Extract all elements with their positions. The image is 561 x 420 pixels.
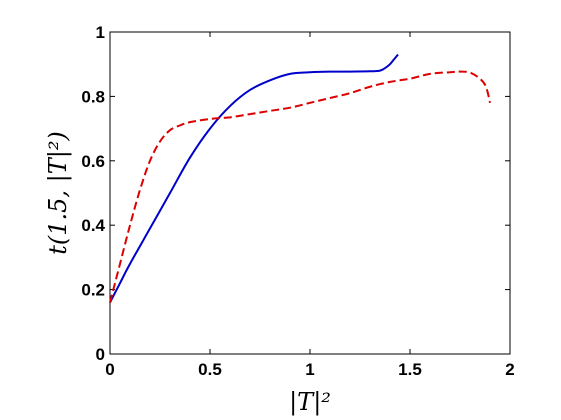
- y-tick-label: 0: [96, 345, 105, 364]
- y-tick-label: 0.6: [81, 152, 105, 171]
- series-2-line: [109, 70, 491, 303]
- x-tick-label: 1: [305, 360, 314, 379]
- x-tick-label: 1.5: [398, 360, 422, 379]
- axis-ticks: [109, 31, 511, 355]
- x-tick-label: 0: [105, 360, 114, 379]
- x-axis-label: |T|²: [289, 388, 331, 417]
- series-1-line: [109, 53, 399, 303]
- x-tick-label: 2: [505, 360, 514, 379]
- y-tick-label: 0.2: [81, 281, 105, 300]
- y-tick-label: 1: [96, 23, 105, 42]
- y-tick-label: 0.8: [81, 87, 105, 106]
- y-tick-label: 0.4: [81, 216, 105, 235]
- x-tick-label: 0.5: [198, 360, 222, 379]
- tick-labels: 0 0.5 1 1.5 2 0 0.2 0.4 0.6 0.8 1: [81, 23, 514, 379]
- series-lines: [109, 53, 491, 303]
- plot-area: [109, 31, 511, 355]
- y-axis-label: t(1.5, |T|²): [44, 131, 73, 255]
